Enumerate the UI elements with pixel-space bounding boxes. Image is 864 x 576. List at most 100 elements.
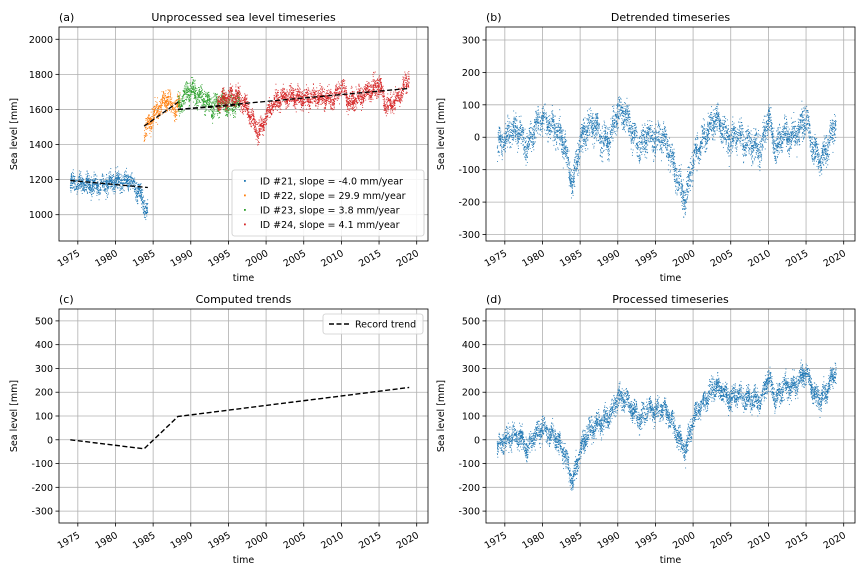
data-point (70, 178, 72, 180)
data-point (170, 105, 172, 106)
data-point (92, 180, 94, 182)
data-point (198, 90, 200, 92)
data-point (322, 102, 323, 104)
data-point (323, 91, 325, 93)
data-point (392, 107, 394, 109)
data-point (360, 102, 362, 104)
data-point (102, 174, 104, 176)
data-point (320, 103, 322, 105)
data-point (96, 175, 98, 177)
data-point (80, 171, 82, 173)
data-point (172, 102, 174, 104)
data-point (366, 84, 368, 86)
data-point (247, 109, 249, 111)
data-point (196, 105, 198, 107)
data-point (380, 92, 382, 94)
data-point (353, 96, 355, 98)
data-point (331, 108, 333, 110)
data-point (220, 94, 222, 96)
data-point (133, 189, 135, 191)
data-point (272, 106, 274, 108)
data-point (168, 100, 169, 102)
data-point (291, 89, 293, 91)
data-point (97, 181, 99, 182)
data-point (322, 99, 324, 101)
data-point (327, 97, 329, 99)
data-point (77, 185, 79, 187)
data-point (95, 184, 97, 185)
data-point (245, 107, 247, 109)
data-point (106, 191, 108, 193)
data-point (257, 136, 259, 137)
data-point (371, 81, 373, 83)
data-point (199, 87, 201, 89)
data-point (240, 106, 242, 108)
data-point (126, 175, 128, 177)
data-point (105, 191, 106, 193)
data-point (167, 109, 168, 111)
data-point (290, 96, 292, 98)
data-point (114, 182, 116, 184)
data-point (140, 198, 142, 200)
data-point (166, 106, 168, 108)
data-point (128, 177, 129, 179)
data-point (222, 94, 224, 96)
data-point (113, 175, 114, 177)
data-point (192, 81, 194, 83)
data-point (202, 104, 204, 106)
data-point (177, 93, 178, 95)
data-point (164, 104, 166, 106)
data-point (81, 176, 83, 178)
data-point (394, 107, 396, 109)
data-point (186, 93, 188, 95)
data-point (267, 107, 269, 108)
data-point (166, 96, 168, 98)
data-point (233, 100, 235, 102)
data-point (346, 110, 348, 112)
data-point (224, 107, 226, 109)
data-point (233, 115, 235, 116)
data-point (387, 99, 389, 100)
data-point (162, 92, 164, 93)
data-point (86, 180, 88, 181)
data-point (78, 185, 80, 187)
data-point (367, 84, 368, 86)
data-point (221, 94, 223, 96)
data-point (172, 112, 174, 114)
data-point (82, 183, 84, 185)
data-point (102, 181, 103, 183)
data-point (194, 89, 196, 91)
data-point (272, 105, 274, 107)
data-point (137, 192, 138, 194)
data-point (265, 117, 267, 119)
data-point (152, 124, 154, 126)
data-point (308, 112, 310, 113)
data-point (244, 97, 245, 99)
data-point (225, 110, 226, 112)
data-point (218, 113, 220, 115)
data-point (114, 180, 116, 182)
data-point (158, 106, 160, 108)
data-point (237, 91, 239, 93)
data-point (263, 118, 265, 120)
data-point (148, 114, 150, 116)
data-point (177, 103, 179, 104)
data-point (93, 188, 95, 190)
data-point (235, 102, 237, 103)
data-point (369, 86, 371, 88)
data-point (174, 112, 176, 114)
data-point (389, 93, 391, 95)
data-point (154, 107, 156, 109)
data-point (340, 88, 341, 90)
data-point (405, 77, 406, 79)
data-point (137, 203, 139, 205)
data-point (379, 93, 381, 95)
data-point (192, 85, 194, 87)
data-point (353, 102, 354, 104)
data-point (83, 188, 85, 190)
data-point (118, 187, 120, 189)
data-point (161, 111, 163, 113)
data-point (122, 179, 123, 181)
data-point (332, 109, 334, 111)
data-point (378, 83, 380, 85)
